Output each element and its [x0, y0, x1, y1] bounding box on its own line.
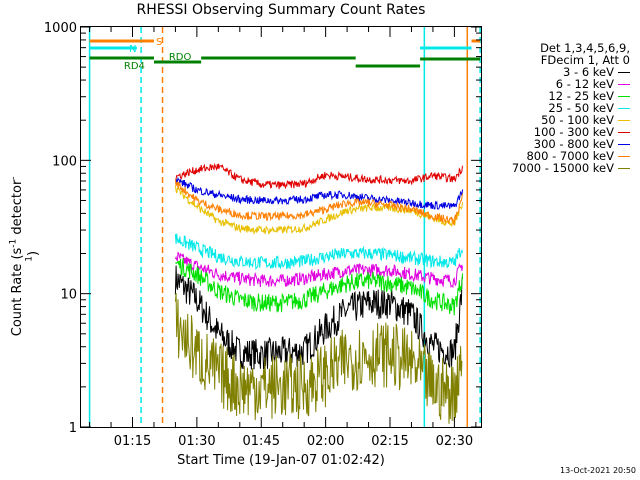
x-tick-label: 02:15	[371, 434, 408, 449]
timestamp: 13-Oct-2021 20:50	[560, 466, 636, 475]
legend-swatch	[618, 156, 630, 157]
legend-entry: 12 - 25 keV	[482, 90, 630, 102]
flag-label-n: N	[129, 44, 136, 55]
legend-swatch	[618, 168, 630, 169]
legend-entry-label: 50 - 100 keV	[541, 113, 614, 127]
legend-entry: 25 - 50 keV	[482, 102, 630, 114]
legend-entry: 50 - 100 keV	[482, 114, 630, 126]
flag-label-rd4: RD4	[124, 61, 145, 72]
legend-swatch	[618, 84, 630, 85]
series-line	[174, 293, 463, 424]
legend-entry-label: 100 - 300 keV	[533, 125, 614, 139]
flag-label-rdo: RDO	[169, 52, 192, 63]
x-tick-label: 02:00	[307, 434, 344, 449]
legend-entry-label: 300 - 800 keV	[533, 137, 614, 151]
x-tick-label: 01:15	[114, 434, 151, 449]
y-tick-label: 1000	[44, 21, 77, 36]
x-axis-label: Start Time (19-Jan-07 01:02:42)	[177, 453, 385, 468]
legend-entry: 300 - 800 keV	[482, 138, 630, 150]
legend-header-attenuator: FDecim 1, Att 0	[540, 53, 630, 67]
legend-swatch	[618, 132, 630, 133]
legend-swatch	[618, 144, 630, 145]
flag-label-s: S	[156, 37, 162, 48]
plot-frame	[80, 26, 482, 428]
series-line	[174, 233, 463, 271]
series-line	[175, 257, 463, 316]
chart-title: RHESSI Observing Summary Count Rates	[136, 2, 426, 18]
legend-swatch	[618, 96, 630, 97]
legend-entry-label: 7000 - 15000 keV	[511, 161, 614, 175]
y-tick-label: 100	[52, 154, 77, 169]
legend-entry-label: 800 - 7000 keV	[526, 149, 614, 163]
legend-entry-label: 25 - 50 keV	[548, 101, 614, 115]
legend-swatch	[618, 72, 630, 73]
legend-entry-label: 12 - 25 keV	[548, 89, 614, 103]
x-tick-label: 01:30	[178, 434, 215, 449]
legend-swatch	[618, 108, 630, 109]
legend: Det 1,3,4,5,6,9, FDecim 1, Att 0 3 - 6 k…	[482, 42, 630, 174]
legend-header-detectors: Det 1,3,4,5,6,9,	[540, 41, 630, 55]
legend-entry-label: 6 - 12 keV	[555, 77, 614, 91]
series-line	[175, 176, 463, 210]
series-line	[174, 265, 463, 370]
series-line	[174, 179, 463, 225]
legend-entry: 100 - 300 keV	[482, 126, 630, 138]
legend-entry: 800 - 7000 keV	[482, 150, 630, 162]
legend-entry-label: 3 - 6 keV	[563, 65, 614, 79]
legend-entry: 6 - 12 keV	[482, 78, 630, 90]
series-line	[174, 251, 463, 289]
legend-swatch	[618, 120, 630, 121]
y-tick-label: 1	[69, 421, 77, 436]
x-tick-label: 01:45	[243, 434, 280, 449]
series-line	[175, 162, 463, 190]
legend-entry: 7000 - 15000 keV	[482, 162, 630, 174]
y-axis-label: Count Rate (s-1 detector-1)	[8, 176, 42, 337]
x-tick-label: 02:30	[436, 434, 473, 449]
y-tick-label: 10	[60, 288, 77, 303]
legend-entry: 3 - 6 keV	[482, 66, 630, 78]
